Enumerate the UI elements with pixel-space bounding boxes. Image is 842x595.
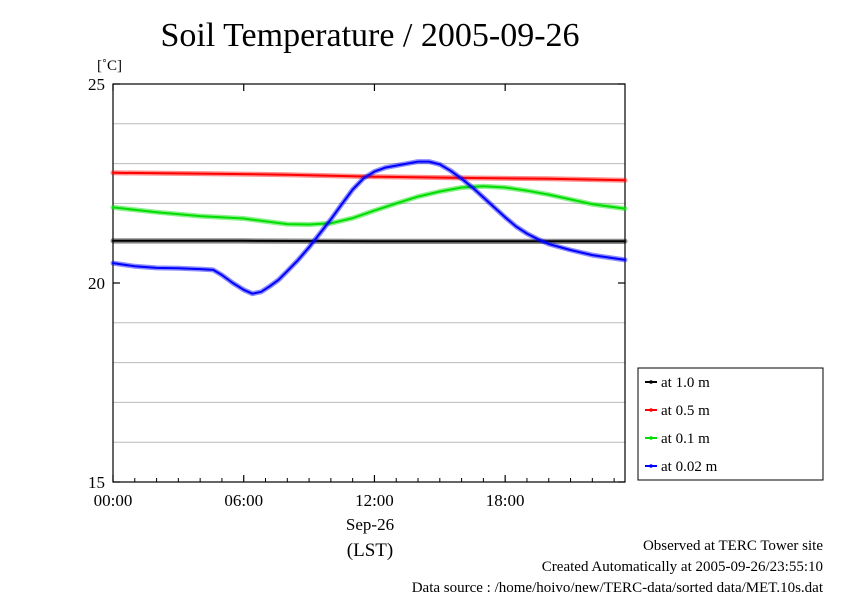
legend-marker bbox=[649, 380, 653, 384]
y-tick-label: 20 bbox=[88, 274, 105, 293]
legend-box bbox=[637, 367, 824, 481]
y-axis-unit: [˚C] bbox=[97, 58, 122, 74]
legend-marker bbox=[649, 408, 653, 412]
x-tick-label: 12:00 bbox=[355, 491, 394, 510]
legend-marker bbox=[649, 436, 653, 440]
plot-frame bbox=[112, 83, 626, 483]
y-tick-label: 25 bbox=[88, 75, 105, 94]
legend-label: at 1.0 m bbox=[661, 375, 710, 391]
y-tick-label: 15 bbox=[88, 473, 105, 492]
series-line-2 bbox=[112, 185, 626, 226]
footer-observed: Observed at TERC Tower site bbox=[643, 538, 823, 554]
series-line-1 bbox=[112, 171, 626, 182]
series-halo-3 bbox=[110, 159, 628, 297]
legend: at 1.0 m at 0.5 m at 0.1 m at 0.02 m bbox=[637, 367, 824, 481]
x-tick-label: 00:00 bbox=[94, 491, 133, 510]
series-line-3 bbox=[112, 160, 626, 295]
legend-label: at 0.5 m bbox=[661, 403, 710, 419]
x-tick-label: 18:00 bbox=[486, 491, 525, 510]
legend-label: at 0.1 m bbox=[661, 431, 710, 447]
x-axis-timezone-label: (LST) bbox=[347, 540, 393, 561]
legend-label: at 0.02 m bbox=[661, 459, 718, 475]
series-halo-2 bbox=[110, 183, 628, 227]
grid-lines bbox=[113, 123, 625, 443]
series-lines bbox=[110, 159, 628, 297]
x-tick-label: 06:00 bbox=[224, 491, 263, 510]
footer-source: Data source : /home/hoivo/new/TERC-data/… bbox=[412, 580, 824, 595]
x-axis-date-label: Sep-26 bbox=[346, 515, 394, 534]
legend-marker bbox=[649, 464, 653, 468]
chart-title: Soil Temperature / 2005-09-26 bbox=[160, 17, 579, 54]
footer-created: Created Automatically at 2005-09-26/23:5… bbox=[542, 559, 823, 575]
